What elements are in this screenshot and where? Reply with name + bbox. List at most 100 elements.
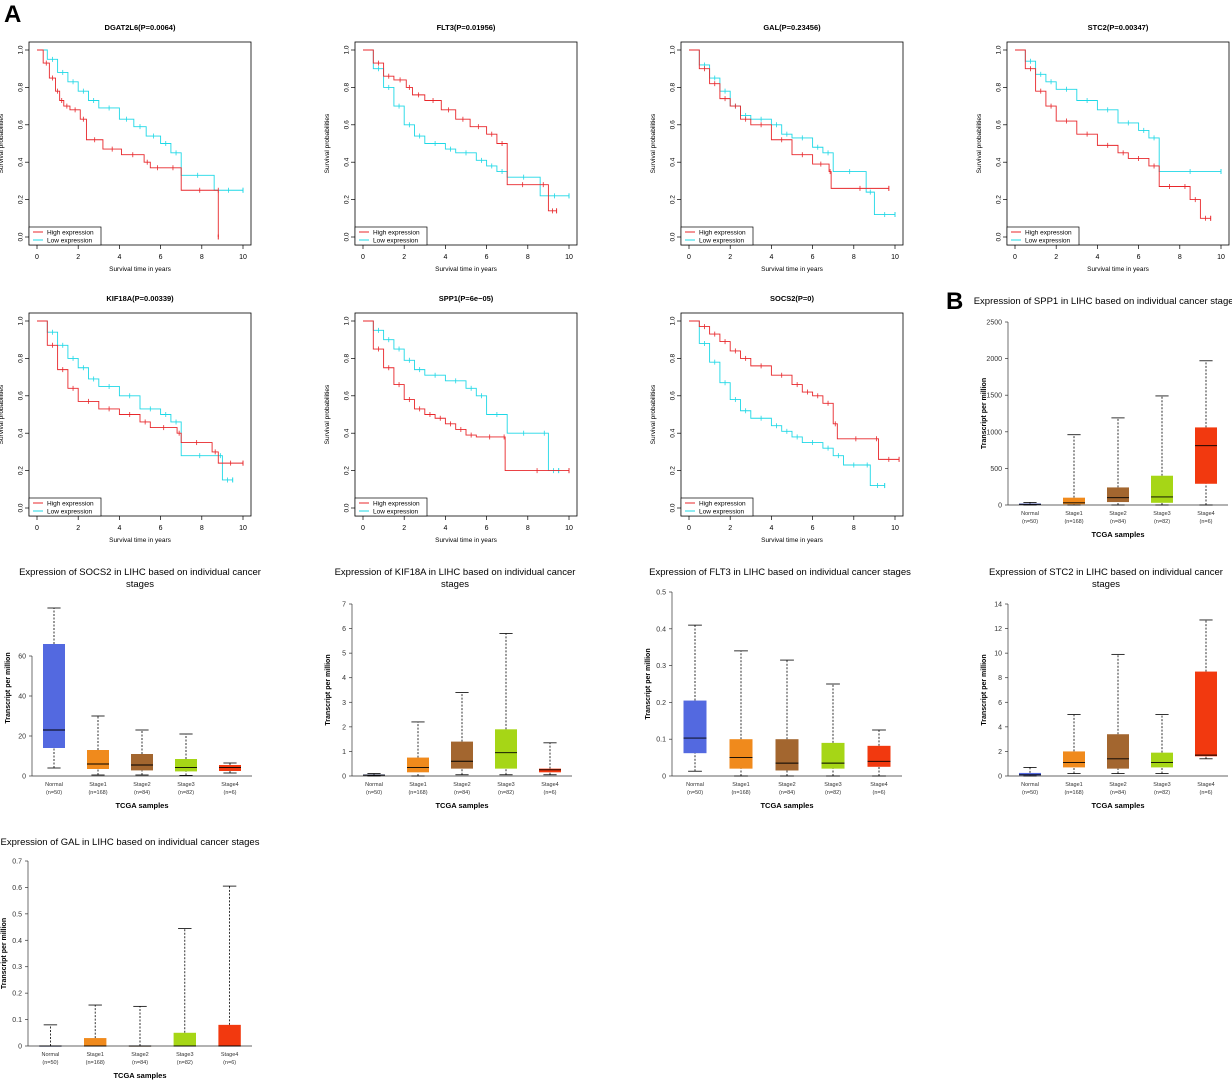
category-n-label: (n=168) <box>731 790 750 796</box>
box-title: Expression of SPP1 in LIHC based on indi… <box>974 296 1232 307</box>
y-tick-label: 1.0 <box>18 316 25 325</box>
category-n-label: (n=82) <box>1154 790 1170 796</box>
category-label: Stage3 <box>177 782 194 788</box>
y-tick-label: 500 <box>990 466 1002 473</box>
km-plot-0: DGAT2L6(P=0.0064) 0 2 4 6 8 10 0.0 0.2 0.4 0.6 0.8 1… <box>0 23 252 273</box>
legend-box <box>354 226 428 246</box>
x-tick-label: 10 <box>239 254 247 261</box>
legend-high-label: High expression <box>47 501 94 508</box>
legend-high-label: High expression <box>699 501 746 508</box>
y-tick-label: 2500 <box>986 320 1002 327</box>
x-tick-label: 4 <box>117 254 121 261</box>
category-n-label: (n=168) <box>1064 519 1083 525</box>
y-tick-label: 0.1 <box>12 1017 22 1024</box>
y-tick-label: 0.0 <box>996 232 1003 241</box>
y-tick-label: 1500 <box>986 393 1002 400</box>
category-n-label: (n=84) <box>454 790 470 796</box>
category-label: Stage1 <box>89 782 106 788</box>
y-axis-label: Transcript per million <box>325 654 332 725</box>
box-stage1 <box>1063 751 1085 768</box>
y-tick-label: 0.0 <box>18 232 25 241</box>
x-tick-label: 0 <box>361 525 365 532</box>
box-stage3 <box>1151 752 1173 768</box>
box-title: Expression of FLT3 in LIHC based on indi… <box>649 567 911 578</box>
km-plot-3: STC2(P=0.00347) 0 2 4 6 8 10 0.0 0.2 0.4 0.6 0.8 1.0… <box>976 23 1230 273</box>
y-tick-label: 1.0 <box>996 45 1003 54</box>
y-tick-label: 6 <box>998 700 1002 707</box>
category-n-label: (n=84) <box>132 1060 148 1066</box>
low-expression-curve <box>689 49 895 216</box>
box-stage4 <box>539 768 561 773</box>
y-tick-label: 0.3 <box>656 663 666 670</box>
box-title-line2: stages <box>126 579 154 590</box>
category-label: Stage4 <box>870 782 887 788</box>
plot-frame <box>354 41 578 246</box>
high-expression-curve <box>363 320 569 472</box>
box-normal <box>43 644 65 748</box>
y-tick-label: 0.4 <box>18 428 25 437</box>
km-title: STC2(P=0.00347) <box>1088 23 1149 32</box>
y-axis-label: Survival probabilities <box>976 113 983 173</box>
category-label: Stage1 <box>409 782 426 788</box>
category-label: Normal <box>42 1052 60 1058</box>
box-stage1 <box>87 750 109 769</box>
box-stage2 <box>1107 487 1129 503</box>
x-axis-label: Survival time in years <box>435 266 498 273</box>
y-tick-label: 0.4 <box>670 428 677 437</box>
y-axis-label: Survival probabilities <box>650 113 657 173</box>
legend-box <box>1006 226 1080 246</box>
box-stage3 <box>1151 475 1173 503</box>
y-tick-label: 0 <box>342 774 346 781</box>
y-tick-label: 0.5 <box>656 590 666 597</box>
box-stage2 <box>451 741 473 769</box>
km-title: DGAT2L6(P=0.0064) <box>105 23 176 32</box>
y-axis-label: Transcript per million <box>1 918 8 989</box>
low-expression-curve <box>363 49 569 197</box>
category-n-label: (n=82) <box>1154 519 1170 525</box>
km-plot-5: SPP1(P=6e−05) 0 2 4 6 8 10 0.0 0.2 0.4 0.6 0.8 1.0 Su… <box>324 294 578 544</box>
category-n-label: (n=82) <box>498 790 514 796</box>
category-n-label: (n=6) <box>873 790 886 796</box>
box-stage1 <box>84 1038 107 1046</box>
x-tick-label: 10 <box>565 525 573 532</box>
box-stage4 <box>1195 671 1217 757</box>
x-tick-label: 8 <box>852 525 856 532</box>
category-n-label: (n=50) <box>687 790 703 796</box>
y-tick-label: 2 <box>342 724 346 731</box>
y-tick-label: 0.3 <box>12 964 22 971</box>
x-axis-label: Survival time in years <box>109 266 172 273</box>
box-stage1 <box>1063 497 1085 505</box>
x-tick-label: 6 <box>811 254 815 261</box>
box-stage3 <box>821 742 845 769</box>
x-axis-label: Survival time in years <box>435 537 498 544</box>
y-tick-label: 0.8 <box>670 83 677 92</box>
y-axis-label: Survival probabilities <box>0 113 5 173</box>
category-label: Stage4 <box>541 782 558 788</box>
y-tick-label: 0.4 <box>12 938 22 945</box>
category-label: Stage3 <box>1153 511 1170 517</box>
y-tick-label: 2 <box>998 749 1002 756</box>
y-axis-label: Transcript per million <box>981 654 988 725</box>
category-n-label: (n=6) <box>224 790 237 796</box>
y-tick-label: 0.4 <box>670 157 677 166</box>
low-expression-curve <box>689 320 885 487</box>
x-tick-label: 0 <box>687 525 691 532</box>
y-tick-label: 0.2 <box>670 195 677 204</box>
low-expression-curve <box>1015 49 1221 172</box>
high-expression-curve <box>1015 49 1211 219</box>
y-tick-label: 0.6 <box>18 391 25 400</box>
legend-low-label: Low expression <box>1025 238 1071 245</box>
high-expression-curve <box>37 320 243 464</box>
category-label: Normal <box>1021 782 1039 788</box>
box-title-line2: stages <box>441 579 469 590</box>
low-expression-curve <box>363 320 559 472</box>
category-label: Stage2 <box>1109 511 1126 517</box>
category-n-label: (n=168) <box>88 790 107 796</box>
box-plot-3: Expression of FLT3 in LIHC based on indi… <box>645 567 911 810</box>
x-axis-label: TCGA samples <box>1091 530 1144 539</box>
y-tick-label: 0.4 <box>996 157 1003 166</box>
box-stage2 <box>131 754 153 771</box>
box-stage4 <box>218 1024 241 1046</box>
box-stage3 <box>495 729 517 769</box>
y-tick-label: 1000 <box>986 429 1002 436</box>
